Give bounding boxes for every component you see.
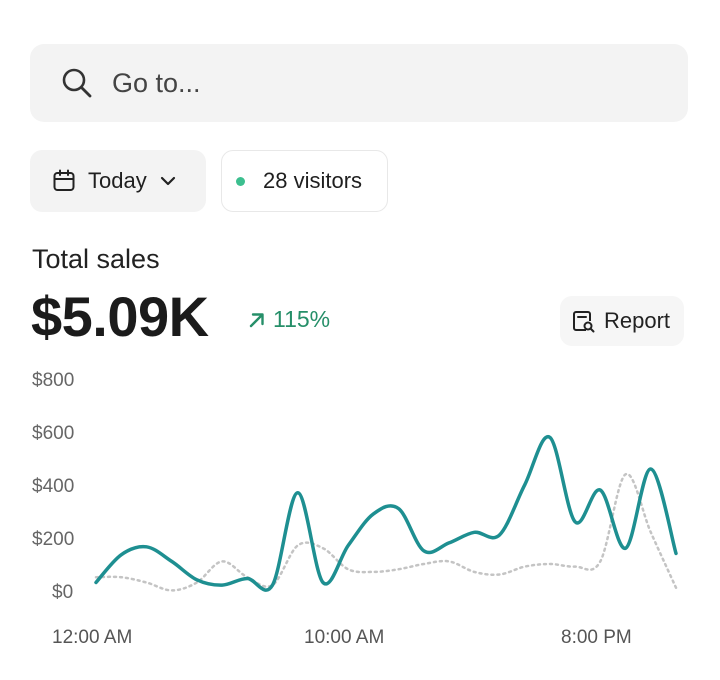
- live-dot-icon: [236, 176, 245, 186]
- search-icon: [62, 68, 92, 98]
- y-tick-label: $200: [32, 529, 75, 550]
- date-filter-label: Today: [88, 168, 147, 193]
- y-tick-label: $400: [32, 476, 75, 497]
- calendar-icon: [53, 169, 75, 191]
- section-title: Total sales: [32, 244, 160, 274]
- search-input[interactable]: [110, 66, 654, 100]
- report-icon: [573, 311, 595, 333]
- date-filter-button[interactable]: Today: [30, 150, 206, 212]
- report-label: Report: [604, 308, 671, 333]
- comparison-series-line: [94, 473, 678, 592]
- y-tick-label: $0: [52, 582, 74, 603]
- x-tick-label: 12:00 AM: [52, 627, 133, 648]
- visitors-badge[interactable]: 28 visitors: [221, 150, 388, 212]
- total-sales-amount: $5.09K: [31, 285, 209, 348]
- arrow-up-right-icon: [249, 312, 264, 327]
- report-button[interactable]: Report: [560, 296, 684, 346]
- sales-series-line: [94, 435, 678, 592]
- y-tick-label: $600: [32, 423, 75, 444]
- x-tick-label: 8:00 PM: [561, 627, 632, 648]
- visitors-label: 28 visitors: [263, 168, 363, 193]
- x-tick-label: 10:00 AM: [304, 627, 385, 648]
- search-bar[interactable]: [30, 44, 688, 122]
- change-indicator: 115%: [247, 306, 330, 333]
- chevron-down-icon: [160, 176, 175, 186]
- change-value: 115%: [273, 306, 331, 332]
- y-tick-label: $800: [32, 370, 75, 391]
